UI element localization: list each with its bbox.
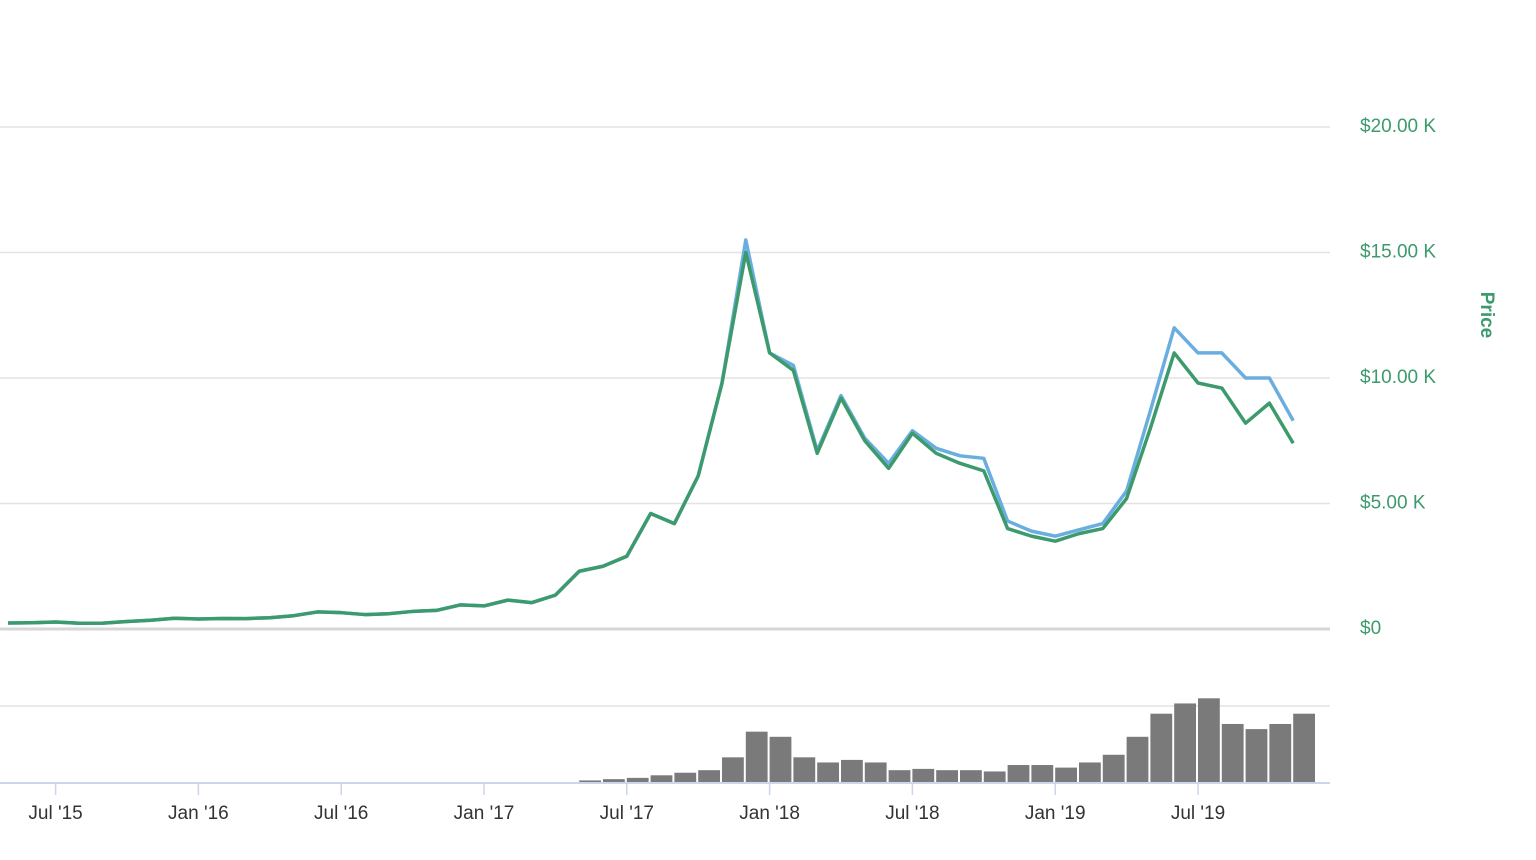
volume-bar — [674, 772, 697, 783]
volume-bar — [1126, 736, 1149, 783]
volume-bar — [888, 770, 911, 783]
volume-bar — [1293, 713, 1315, 783]
volume-bar — [745, 731, 768, 783]
x-tick-label: Jul '15 — [28, 803, 82, 824]
x-tick-label: Jan '17 — [454, 803, 515, 824]
x-tick-label: Jan '18 — [739, 803, 800, 824]
volume-bar — [841, 759, 863, 783]
volume-bar — [698, 770, 720, 783]
volume-bar — [1198, 698, 1220, 783]
volume-bar — [722, 757, 744, 783]
volume-bar — [769, 736, 792, 783]
volume-bar — [1079, 762, 1101, 783]
volume-bar — [1031, 765, 1054, 783]
volume-bar — [936, 770, 958, 783]
volume-bar — [1102, 754, 1125, 783]
volume-bar — [1221, 723, 1244, 783]
volume-bar — [960, 770, 982, 783]
volume-bar — [1245, 729, 1268, 783]
volume-bar — [983, 771, 1006, 783]
volume-bar — [1007, 765, 1030, 783]
volume-bar — [626, 777, 649, 783]
y-tick-label: $0 — [1360, 618, 1381, 639]
volume-bar — [912, 768, 935, 783]
y-tick-label: $15.00 K — [1360, 242, 1436, 263]
volume-bar — [603, 779, 625, 783]
volume-bar — [817, 762, 839, 783]
volume-bar — [1174, 703, 1196, 783]
price-line — [7, 250, 1295, 625]
y-tick-label: $10.00 K — [1360, 367, 1436, 388]
x-tick-label: Jul '18 — [885, 803, 939, 824]
x-tick-label: Jul '19 — [1171, 803, 1225, 824]
x-tick-label: Jan '16 — [168, 803, 229, 824]
x-tick-label: Jul '17 — [600, 803, 654, 824]
price-line — [7, 238, 1295, 625]
volume-bar — [650, 775, 673, 783]
volume-bar — [1269, 723, 1292, 783]
x-tick-label: Jan '19 — [1025, 803, 1086, 824]
x-tick-label: Jul '16 — [314, 803, 368, 824]
y-axis-title: Price — [1476, 292, 1497, 338]
volume-bar — [793, 757, 816, 783]
y-tick-label: $20.00 K — [1360, 116, 1436, 137]
volume-bar — [864, 762, 887, 783]
volume-bar — [1150, 713, 1173, 783]
volume-bar — [579, 780, 601, 783]
volume-bar — [1055, 767, 1077, 783]
y-tick-label: $5.00 K — [1360, 493, 1426, 514]
